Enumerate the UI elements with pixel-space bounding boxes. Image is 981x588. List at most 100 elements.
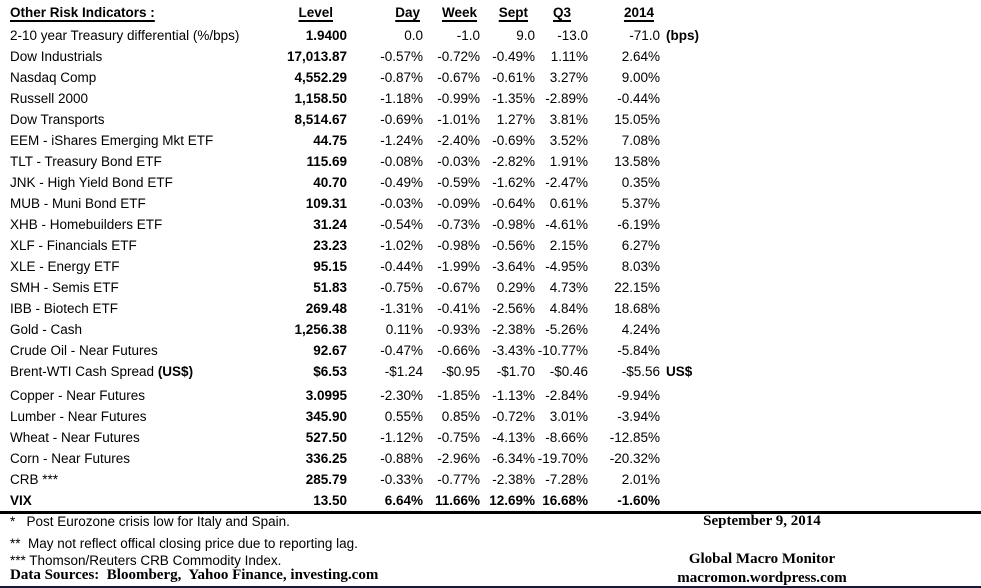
table-row: MUB - Muni Bond ETF 109.31 -0.03% -0.09%… <box>0 193 981 214</box>
row-label-cell: XLF - Financials ETF <box>0 235 280 256</box>
cell-day: -1.02% <box>380 238 423 253</box>
cell-day: -0.47% <box>380 343 423 358</box>
table-row: Russell 2000 1,158.50 -1.18% -0.99% -1.3… <box>0 88 981 109</box>
cell-unit-suffix <box>660 406 730 427</box>
cell-day: 0.55% <box>384 409 423 424</box>
cell-unit-suffix <box>660 235 730 256</box>
cell-unit-suffix <box>660 193 730 214</box>
cell-day: 6.64% <box>384 493 423 508</box>
row-label-cell: MUB - Muni Bond ETF <box>0 193 280 214</box>
cell-sept: -4.13% <box>492 430 535 445</box>
row-label-text: VIX <box>10 493 32 508</box>
cell-level: 345.90 <box>305 409 347 424</box>
footnote-3: *** Thomson/Reuters CRB Commodity Index. <box>10 553 282 568</box>
cell-week: -2.40% <box>437 133 480 148</box>
column-header-2014: 2014 <box>588 3 660 25</box>
table-row: TLT - Treasury Bond ETF 115.69 -0.08% -0… <box>0 151 981 172</box>
cell-level: 23.23 <box>313 238 347 253</box>
cell-week: 11.66% <box>434 493 480 508</box>
cell-day: -0.08% <box>380 154 423 169</box>
row-label-cell: XHB - Homebuilders ETF <box>0 214 280 235</box>
cell-week: -0.67% <box>437 70 480 85</box>
cell-2014: 8.03% <box>621 259 660 274</box>
row-label-bold-text: (US$) <box>157 364 194 379</box>
table-row: Nasdaq Comp 4,552.29 -0.87% -0.67% -0.61… <box>0 67 981 88</box>
row-label-cell: IBB - Biotech ETF <box>0 298 280 319</box>
cell-day: -0.69% <box>380 112 423 127</box>
cell-day: -1.24% <box>380 133 423 148</box>
cell-day: -0.54% <box>380 217 423 232</box>
cell-week: -1.99% <box>437 259 480 274</box>
table-row: JNK - High Yield Bond ETF 40.70 -0.49% -… <box>0 172 981 193</box>
row-label-text: TLT - Treasury Bond ETF <box>10 154 162 169</box>
header-row: Other Risk Indicators : Level Day Week S… <box>0 3 981 25</box>
cell-2014: 13.58% <box>614 154 660 169</box>
footnote-1: * Post Eurozone crisis low for Italy and… <box>10 514 290 529</box>
cell-unit-suffix <box>660 385 730 406</box>
cell-q3: 4.84% <box>549 301 588 316</box>
cell-2014: -71.0 <box>629 28 660 43</box>
cell-sept: -3.64% <box>492 259 535 274</box>
cell-2014: -5.84% <box>617 343 660 358</box>
cell-level: 269.48 <box>305 301 347 316</box>
cell-sept: -0.69% <box>492 133 535 148</box>
row-label-cell: 2-10 year Treasury differential (%/bps) <box>0 25 280 46</box>
cell-week: -0.67% <box>437 280 480 295</box>
cell-level: 17,013.87 <box>286 49 347 64</box>
cell-level: 8,514.67 <box>294 112 347 127</box>
cell-day: -0.03% <box>380 196 423 211</box>
cell-2014: -1.60% <box>617 493 660 508</box>
row-label-cell: Crude Oil - Near Futures <box>0 340 280 361</box>
page-bottom-rule <box>0 586 981 588</box>
row-label-text: Dow Industrials <box>10 49 103 64</box>
cell-level: 1.9400 <box>305 28 347 43</box>
cell-q3: 3.27% <box>549 70 588 85</box>
row-label-cell: Copper - Near Futures <box>0 385 280 406</box>
row-label-cell: Nasdaq Comp <box>0 67 280 88</box>
cell-week: -0.99% <box>437 91 480 106</box>
cell-unit-suffix <box>660 427 730 448</box>
cell-level: 1,158.50 <box>294 91 347 106</box>
cell-q3: -2.84% <box>545 388 588 403</box>
table-row: CRB *** 285.79 -0.33% -0.77% -2.38% -7.2… <box>0 469 981 490</box>
cell-week: -0.93% <box>437 322 480 337</box>
row-label-cell: CRB *** <box>0 469 280 490</box>
cell-sept: -0.56% <box>492 238 535 253</box>
cell-unit-suffix <box>660 109 730 130</box>
row-label-cell: Wheat - Near Futures <box>0 427 280 448</box>
report-date: September 9, 2014 <box>703 513 821 529</box>
cell-day: -0.57% <box>380 49 423 64</box>
cell-day: -0.33% <box>380 472 423 487</box>
table-row: Crude Oil - Near Futures 92.67 -0.47% -0… <box>0 340 981 361</box>
cell-unit-suffix: US$ <box>666 364 693 379</box>
cell-sept: -3.43% <box>492 343 535 358</box>
cell-sept: -0.49% <box>492 49 535 64</box>
cell-q3: 0.61% <box>549 196 588 211</box>
cell-day: 0.11% <box>385 322 423 337</box>
cell-day: -$1.24 <box>384 364 423 379</box>
cell-q3: -7.28% <box>545 472 588 487</box>
cell-week: -0.41% <box>437 301 480 316</box>
footer-right-block: September 9, 2014 Global Macro Monitor m… <box>612 513 912 587</box>
site-url: macromon.wordpress.com <box>677 570 847 586</box>
cell-q3: -8.66% <box>545 430 588 445</box>
column-header-sept: Sept <box>480 3 535 25</box>
table-row: Wheat - Near Futures 527.50 -1.12% -0.75… <box>0 427 981 448</box>
cell-day: 0.0 <box>404 28 423 43</box>
table-row: XHB - Homebuilders ETF 31.24 -0.54% -0.7… <box>0 214 981 235</box>
cell-unit-suffix <box>660 67 730 88</box>
cell-2014: 5.37% <box>621 196 660 211</box>
cell-week: -2.96% <box>437 451 480 466</box>
cell-q3: 2.15% <box>549 238 588 253</box>
column-header-2014-label: 2014 <box>623 5 654 20</box>
cell-sept: -2.82% <box>492 154 535 169</box>
cell-2014: -$5.56 <box>621 364 660 379</box>
row-label-cell: Corn - Near Futures <box>0 448 280 469</box>
column-header-week-label: Week <box>441 5 477 20</box>
cell-sept: -2.38% <box>492 472 535 487</box>
footnote-2: ** May not reflect offical closing price… <box>10 536 358 551</box>
row-label-text: JNK - High Yield Bond ETF <box>10 175 173 190</box>
cell-level: 31.24 <box>313 217 347 232</box>
row-label-text: 2-10 year Treasury differential (%/bps) <box>10 28 240 43</box>
